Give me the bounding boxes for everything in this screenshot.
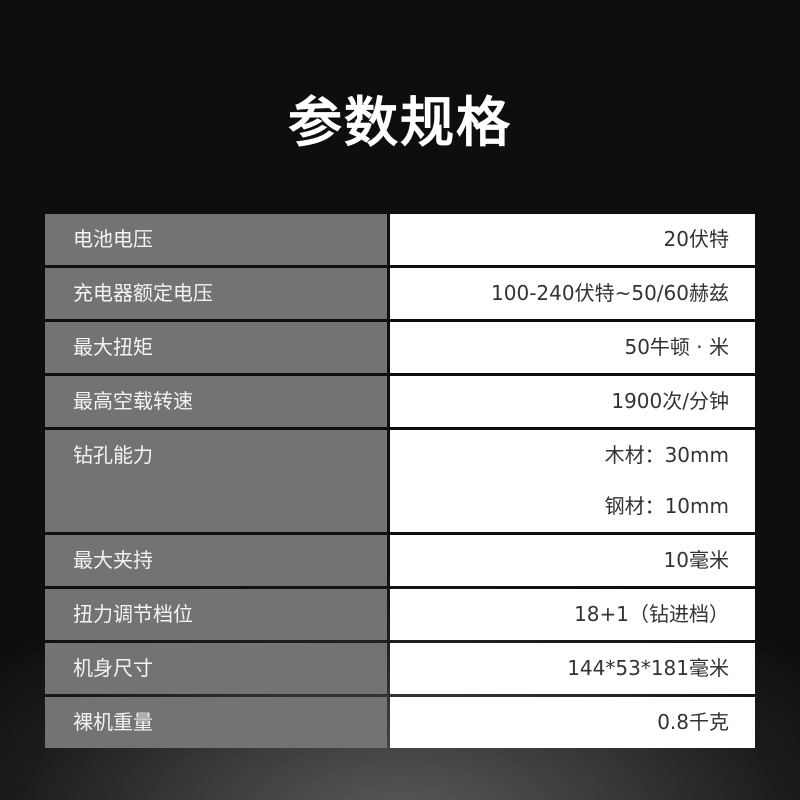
spec-value: 50牛顿 · 米	[624, 335, 729, 359]
spec-row: 最高空载转速 1900次/分钟	[45, 376, 755, 427]
spec-label-cell: 钻孔能力	[45, 430, 387, 532]
spec-row: 裸机重量 0.8千克	[45, 697, 755, 748]
spec-label: 充电器额定电压	[73, 281, 213, 305]
spec-value: 20伏特	[663, 227, 729, 251]
spec-row: 充电器额定电压 100-240伏特~50/60赫兹	[45, 268, 755, 319]
spec-value: 0.8千克	[657, 710, 729, 734]
spec-row: 机身尺寸 144*53*181毫米	[45, 643, 755, 694]
spec-label: 裸机重量	[73, 710, 153, 734]
spec-value: 100-240伏特~50/60赫兹	[491, 281, 729, 305]
spec-value-cell: 10毫米	[390, 535, 755, 586]
spec-value-cell: 144*53*181毫米	[390, 643, 755, 694]
spec-value-cell: 18+1（钻进档）	[390, 589, 755, 640]
spec-value-cell: 20伏特	[390, 214, 755, 265]
spec-label-cell: 裸机重量	[45, 697, 387, 748]
spec-row: 电池电压 20伏特	[45, 214, 755, 265]
spec-label-cell: 充电器额定电压	[45, 268, 387, 319]
spec-label-cell: 扭力调节档位	[45, 589, 387, 640]
spec-label: 最大扭矩	[73, 335, 153, 359]
spec-value: 10毫米	[663, 548, 729, 572]
spec-label: 最大夹持	[73, 548, 153, 572]
spec-label-cell: 机身尺寸	[45, 643, 387, 694]
spec-value-cell: 50牛顿 · 米	[390, 322, 755, 373]
spec-value: 18+1（钻进档）	[574, 602, 729, 626]
spec-value: 钢材：10mm	[604, 494, 729, 518]
spec-table: 电池电压 20伏特充电器额定电压 100-240伏特~50/60赫兹最大扭矩 50牛顿…	[45, 214, 755, 751]
spec-value-cell: 木材：30mm 钢材：10mm	[390, 430, 755, 532]
spec-label: 扭力调节档位	[73, 602, 193, 626]
spec-label: 最高空载转速	[73, 389, 193, 413]
page-title: 参数规格	[288, 91, 512, 154]
spec-row: 扭力调节档位 18+1（钻进档）	[45, 589, 755, 640]
spec-label: 电池电压	[73, 227, 153, 251]
spec-label: 机身尺寸	[73, 656, 153, 680]
spec-row: 钻孔能力 木材：30mm 钢材：10mm	[45, 430, 755, 532]
spec-value-cell: 1900次/分钟	[390, 376, 755, 427]
spec-row: 最大夹持 10毫米	[45, 535, 755, 586]
spec-label-cell: 最大扭矩	[45, 322, 387, 373]
spec-label-cell: 最高空载转速	[45, 376, 387, 427]
spec-value: 144*53*181毫米	[567, 656, 729, 680]
spec-value: 木材：30mm	[604, 443, 729, 467]
spec-label: 钻孔能力	[73, 443, 153, 467]
spec-value: 1900次/分钟	[611, 389, 729, 413]
spec-value-cell: 0.8千克	[390, 697, 755, 748]
spec-value-cell: 100-240伏特~50/60赫兹	[390, 268, 755, 319]
spec-label-cell: 电池电压	[45, 214, 387, 265]
spec-label-cell: 最大夹持	[45, 535, 387, 586]
spec-row: 最大扭矩 50牛顿 · 米	[45, 322, 755, 373]
